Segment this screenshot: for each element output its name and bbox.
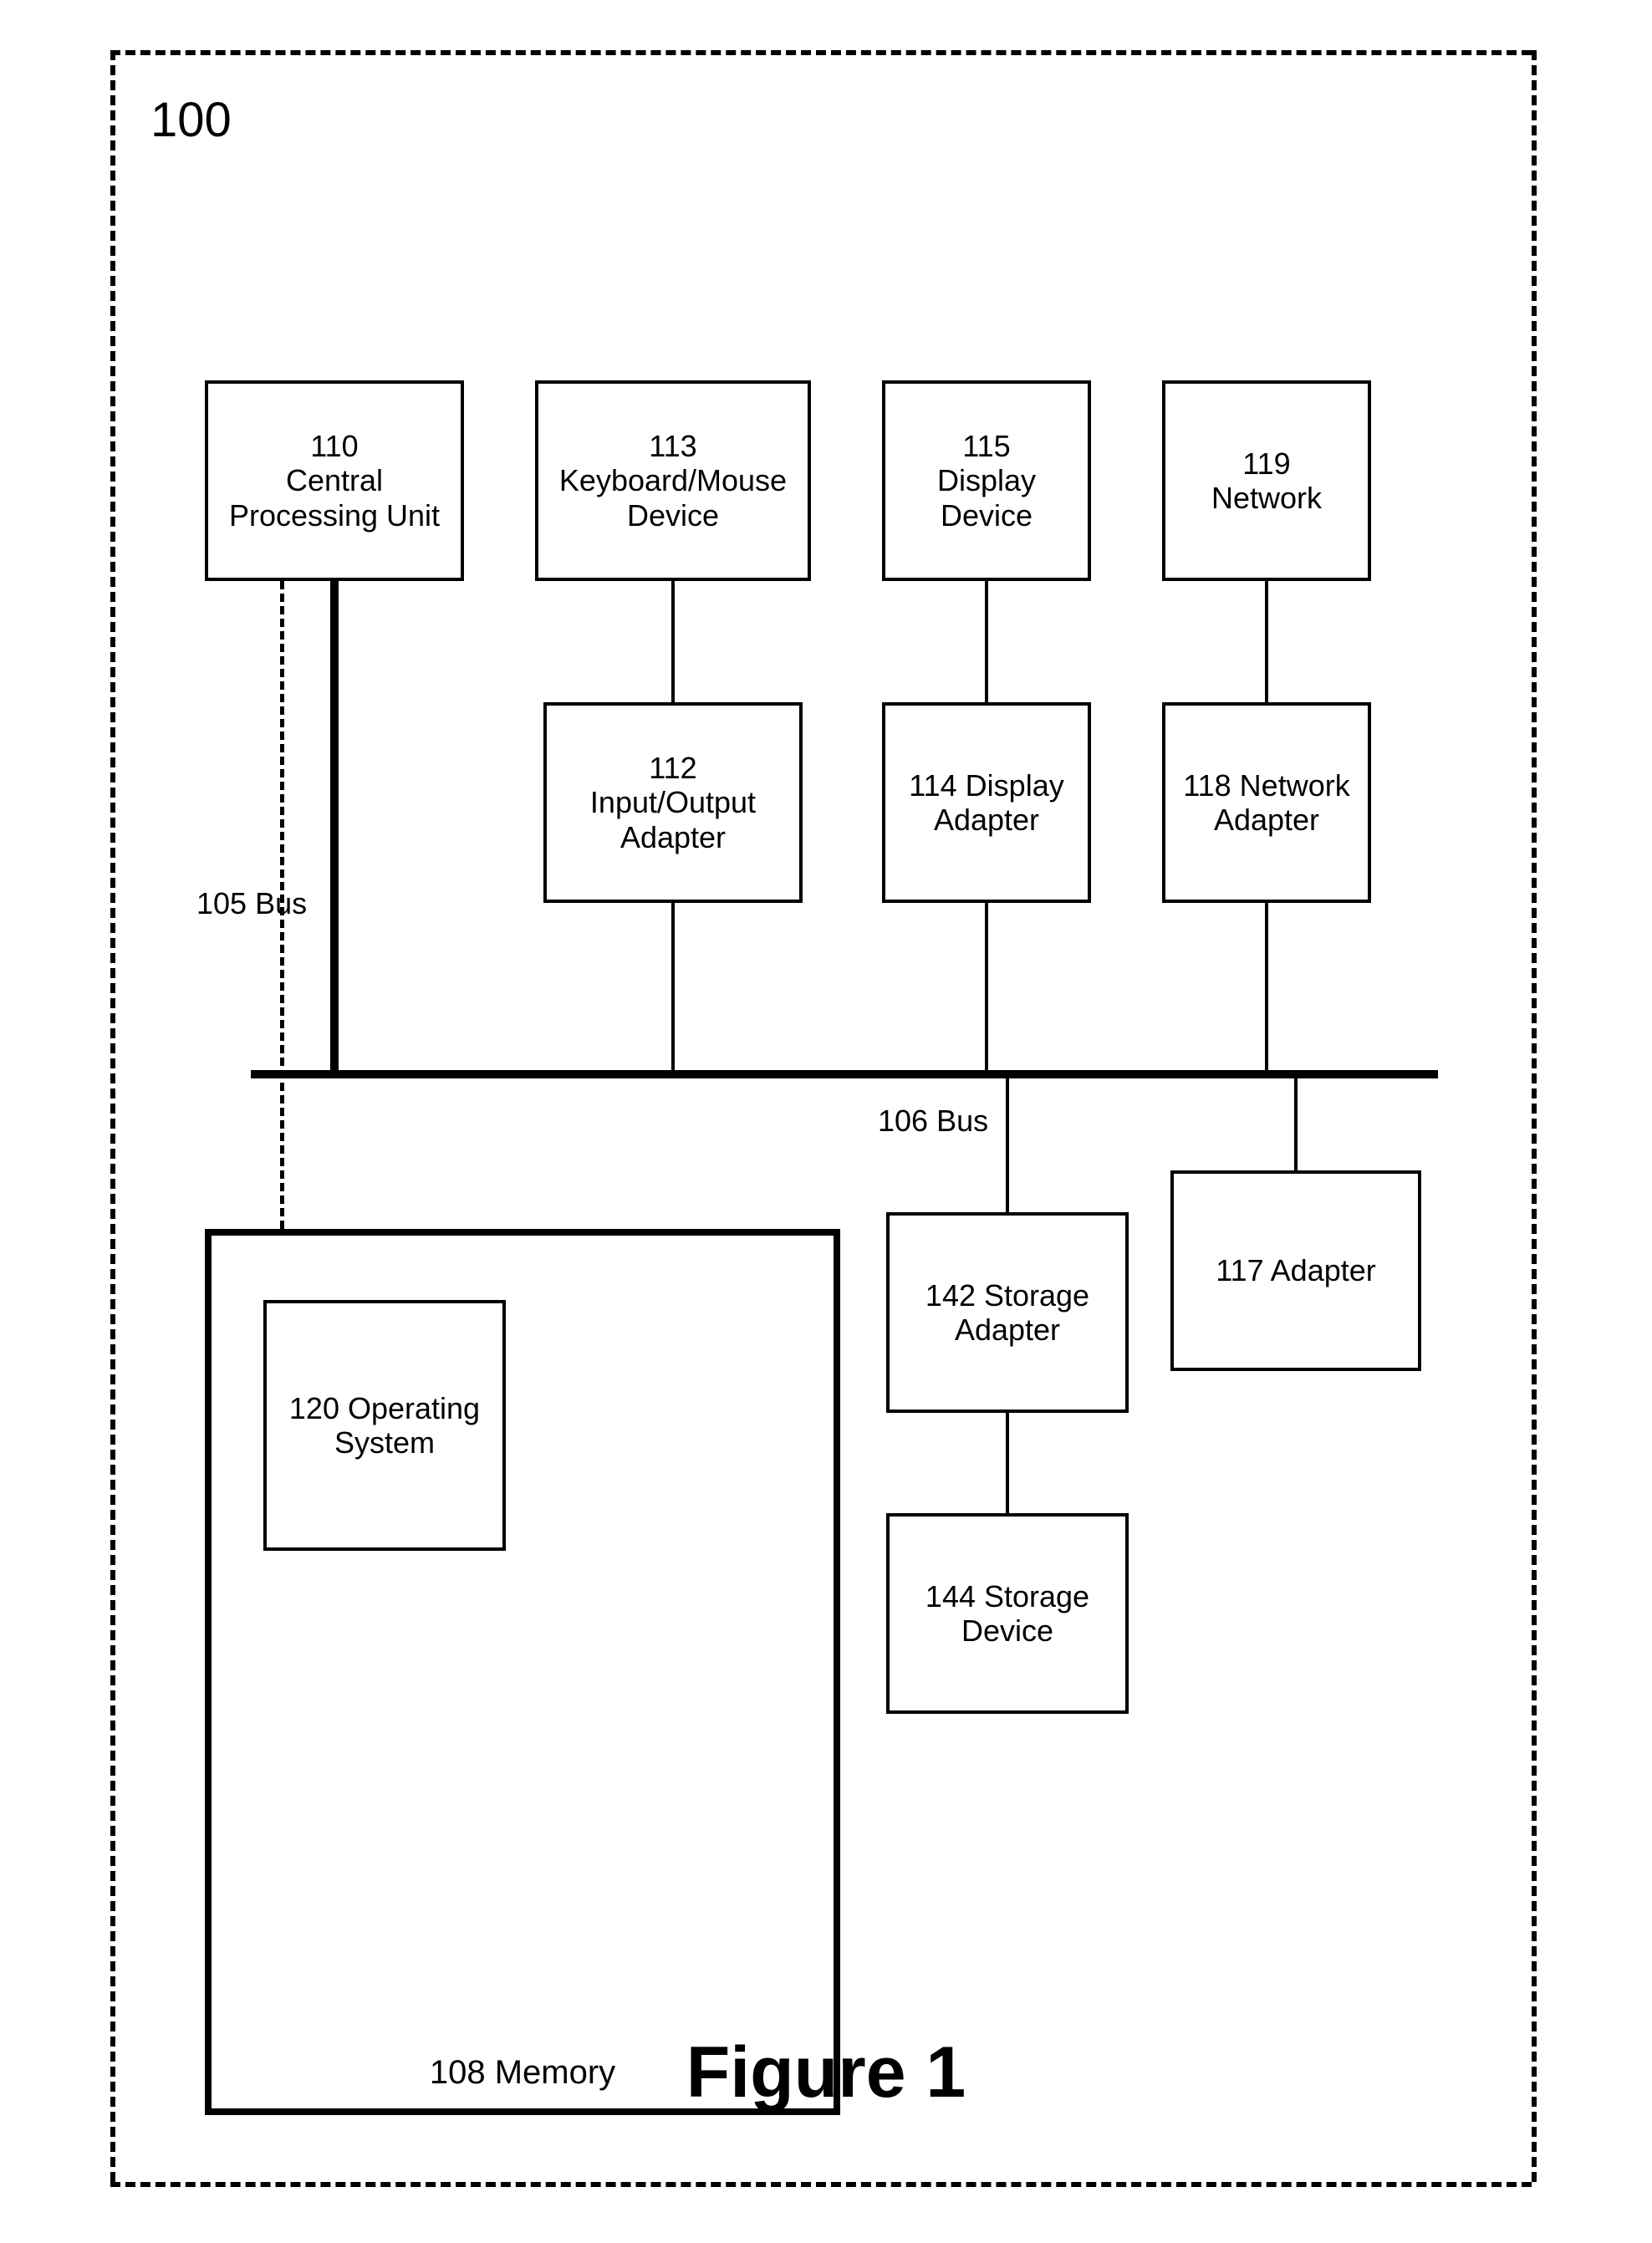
edge-disp-dev-ad [985, 581, 988, 702]
node-disp_ad: 114 DisplayAdapter [882, 702, 1091, 903]
edge-net-ad-bus [1265, 903, 1268, 1070]
node-adapter: 117 Adapter [1170, 1170, 1421, 1371]
outer-border-bottom [110, 2182, 1532, 2187]
edge-adapter-bus [1294, 1078, 1298, 1170]
node-os: 120 OperatingSystem [263, 1300, 506, 1551]
node-kbm: 113Keyboard/MouseDevice [535, 380, 811, 581]
bus-106 [251, 1070, 1438, 1078]
outer-border-top [110, 50, 1532, 55]
bus-105-label: 105 Bus [196, 886, 364, 921]
node-network: 119Network [1162, 380, 1371, 581]
node-stor_ad: 142 StorageAdapter [886, 1212, 1129, 1413]
diagram-stage: 100106 Bus105 Bus108 Memory110CentralPro… [0, 0, 1652, 2243]
node-disp_dev: 115DisplayDevice [882, 380, 1091, 581]
node-cpu: 110CentralProcessing Unit [205, 380, 464, 581]
outer-border-left [110, 50, 115, 2182]
edge-net-dev-ad [1265, 581, 1268, 702]
figure-label: Figure 1 [0, 2031, 1652, 2114]
edge-io-bus [671, 903, 675, 1070]
node-stor_dev: 144 StorageDevice [886, 1513, 1129, 1714]
node-io: 112Input/OutputAdapter [543, 702, 803, 903]
edge-disp-ad-bus [985, 903, 988, 1070]
outer-ref-label: 100 [150, 92, 232, 148]
edge-kbm-io [671, 581, 675, 702]
outer-border-right [1532, 50, 1537, 2182]
bus-106-label: 106 Bus [878, 1104, 988, 1139]
edge-storad-stordev [1006, 1413, 1009, 1513]
edge-cpu-bus [330, 581, 339, 1070]
edge-storad-bus [1006, 1078, 1009, 1212]
node-net_ad: 118 NetworkAdapter [1162, 702, 1371, 903]
